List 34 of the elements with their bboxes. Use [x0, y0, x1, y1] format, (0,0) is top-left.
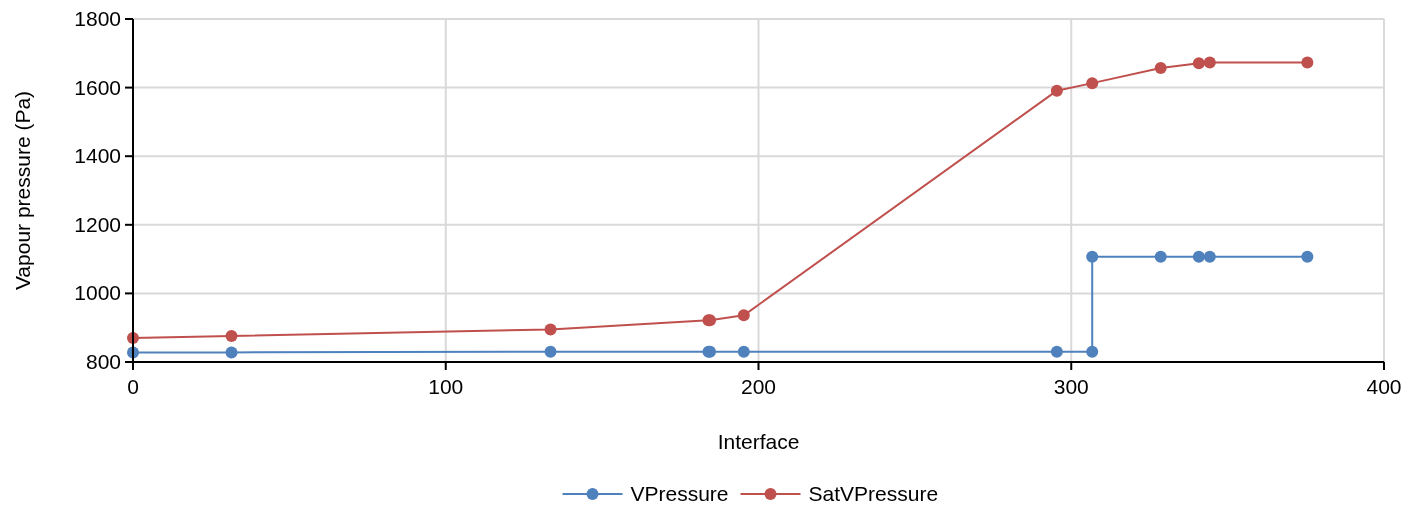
- point: [1203, 56, 1216, 69]
- x-tick-label: 400: [1366, 375, 1402, 398]
- point: [1050, 345, 1063, 358]
- y-tick-label: 1600: [74, 75, 121, 99]
- point: [1154, 62, 1167, 75]
- x-tick-label: 0: [127, 375, 139, 398]
- legend-label: VPressure: [630, 482, 729, 505]
- point: [1050, 84, 1063, 97]
- point: [1154, 250, 1167, 263]
- point: [225, 329, 238, 342]
- x-tick-label: 100: [428, 375, 464, 398]
- x-axis-title: Interface: [717, 430, 800, 453]
- y-axis-title: Vapour pressure (Pa): [11, 90, 34, 291]
- y-tick-label: 800: [85, 350, 121, 373]
- x-tick-label: 300: [1053, 375, 1089, 398]
- point: [1192, 57, 1205, 70]
- point: [1086, 250, 1099, 263]
- y-tick-label: 1400: [74, 144, 121, 168]
- legend-label: SatVPressure: [808, 482, 939, 505]
- point: [1203, 250, 1216, 263]
- point: [737, 309, 750, 322]
- y-tick-label: 1200: [74, 212, 121, 236]
- point: [1086, 345, 1099, 358]
- point: [1192, 250, 1205, 263]
- point: [1301, 250, 1314, 263]
- point: [544, 323, 557, 336]
- point: [544, 345, 557, 358]
- point: [737, 345, 750, 358]
- y-tick-label: 1000: [74, 281, 121, 305]
- y-tick-label: 1800: [74, 7, 121, 30]
- point: [1301, 56, 1314, 69]
- point: [225, 346, 238, 359]
- point: [1086, 77, 1099, 90]
- x-tick-label: 200: [740, 375, 777, 398]
